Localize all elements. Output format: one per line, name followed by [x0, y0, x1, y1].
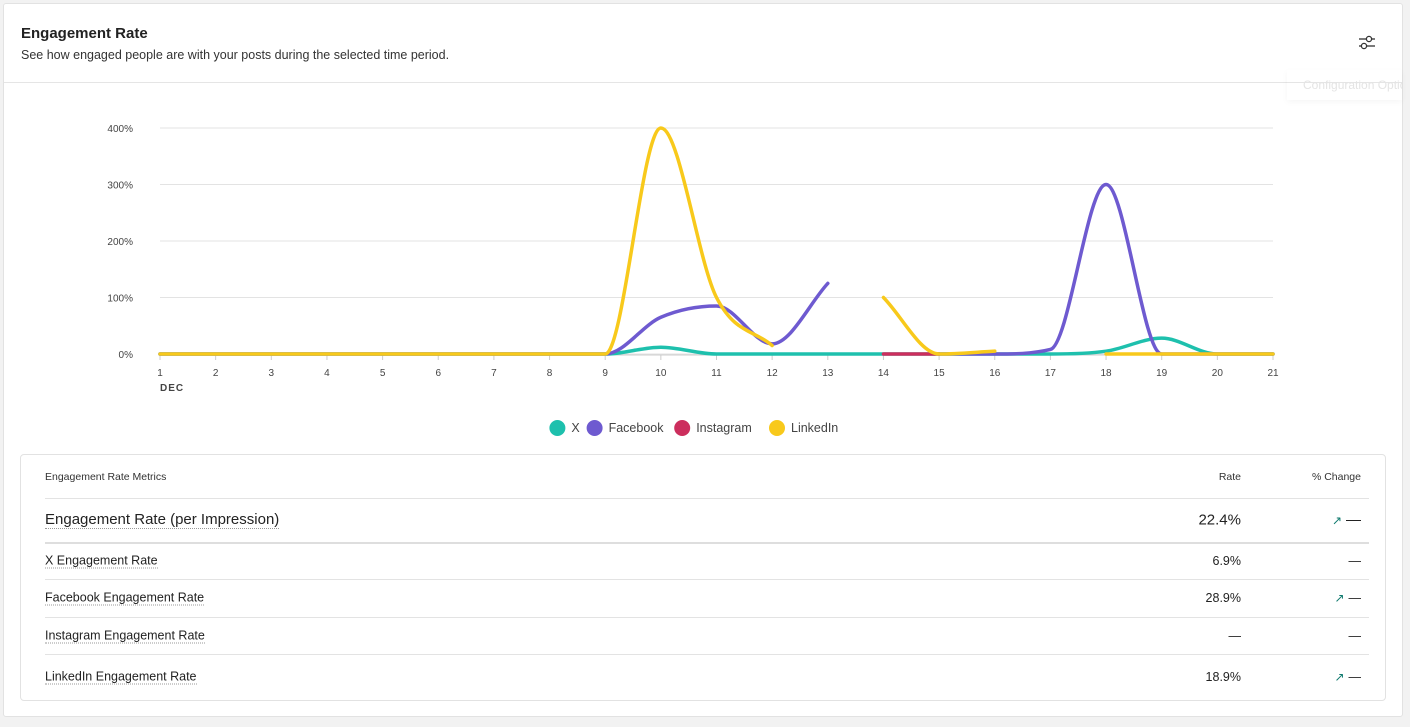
change-value: — — [1348, 628, 1362, 643]
config-button[interactable] — [1356, 32, 1378, 54]
column-header: % Change — [1311, 470, 1361, 483]
x-month-label: DEC — [160, 383, 184, 394]
series-line — [158, 182, 1275, 356]
metric-label: Instagram Engagement Rate — [45, 628, 205, 643]
x-tick-label: 14 — [878, 368, 890, 379]
legend-swatch — [549, 420, 566, 436]
legend-swatch — [586, 420, 603, 436]
y-tick-label: 0% — [119, 350, 134, 361]
table-row: Instagram Engagement Rate — — — [45, 617, 1369, 655]
metric-change: — — [1349, 629, 1362, 643]
x-tick-label: 13 — [822, 368, 834, 379]
legend-label: Facebook — [609, 421, 665, 435]
metric-label: Facebook Engagement Rate — [45, 590, 205, 606]
column-header: Rate — [1218, 470, 1241, 483]
metric-rate: 22.4% — [1198, 511, 1241, 529]
metric-rate: 6.9% — [1212, 553, 1242, 568]
x-tick-label: 21 — [1267, 368, 1279, 379]
x-tick-label: 12 — [767, 368, 779, 379]
series-line — [158, 336, 1275, 356]
change-value: — — [1348, 553, 1362, 568]
legend-item[interactable]: LinkedIn — [769, 420, 838, 436]
x-tick-label: 16 — [989, 368, 1001, 379]
metric-change: ↗ — — [1334, 591, 1361, 605]
x-tick-label: 17 — [1045, 368, 1057, 379]
series-line — [158, 126, 1275, 356]
x-tick-label: 9 — [602, 368, 608, 379]
metric-change: ↗ — — [1334, 670, 1361, 684]
x-tick-label: 6 — [435, 368, 441, 379]
column-header: Engagement Rate Metrics — [45, 470, 167, 483]
x-tick-label: 2 — [213, 368, 219, 379]
metric-label: Engagement Rate (per Impression) — [45, 511, 280, 529]
x-tick-label: 10 — [655, 368, 667, 379]
x-tick-label: 11 — [711, 368, 722, 379]
legend-label: X — [571, 421, 580, 435]
card-subtitle: See how engaged people are with your pos… — [21, 48, 450, 62]
table-row: LinkedIn Engagement Rate 18.9% ↗ — — [45, 654, 1369, 700]
x-tick-label: 8 — [547, 368, 553, 379]
trend-arrow: ↗ — [1334, 670, 1345, 684]
table-row: X Engagement Rate 6.9% — — [45, 542, 1369, 580]
metric-label: LinkedIn Engagement Rate — [45, 669, 197, 685]
x-tick-label: 5 — [380, 368, 386, 379]
metric-change: ↗ — — [1332, 512, 1361, 529]
metric-rate: — — [1228, 628, 1242, 643]
x-tick-label: 1 — [157, 368, 163, 379]
y-tick-label: 400% — [107, 124, 133, 135]
x-tick-label: 15 — [934, 368, 946, 379]
metric-change: — — [1349, 554, 1362, 568]
metrics-table: Engagement Rate Metrics Rate% Change Engag… — [20, 454, 1386, 701]
x-tick-label: 4 — [324, 368, 330, 379]
tooltip: Configuration Options — [1287, 70, 1402, 100]
chart: 0%100%200%300%400%1 2 3 4 5 6 7 8 9 10 11 12 13 14 15 1… — [107, 124, 1279, 436]
legend-label: LinkedIn — [791, 421, 838, 435]
x-tick-label: 20 — [1212, 368, 1224, 379]
divider — [4, 82, 1402, 83]
legend-swatch — [769, 420, 785, 436]
y-tick-label: 300% — [107, 181, 133, 192]
trend-arrow: ↗ — [1334, 591, 1345, 605]
x-tick-label: 7 — [491, 368, 497, 379]
table-header: Engagement Rate Metrics Rate % Change — [45, 455, 1369, 499]
x-tick-label: 3 — [269, 368, 275, 379]
y-tick-label: 100% — [107, 294, 133, 305]
change-value: — — [1346, 511, 1361, 529]
change-value: — — [1348, 591, 1362, 605]
x-tick-label: 18 — [1100, 368, 1112, 379]
legend-item[interactable]: Facebook — [586, 420, 665, 436]
trend-arrow: ↗ — [1331, 513, 1342, 528]
y-tick-label: 200% — [107, 237, 133, 248]
legend-label: Instagram — [696, 421, 752, 435]
metric-label: X Engagement Rate — [45, 553, 158, 568]
metric-rate: 28.9% — [1205, 591, 1241, 605]
legend-item[interactable]: Instagram — [674, 420, 752, 436]
table-row: Engagement Rate (per Impression) 22.4% ↗ — — [45, 498, 1369, 544]
metric-rate: 18.9% — [1205, 670, 1241, 684]
card-title: Engagement Rate — [21, 25, 148, 42]
legend-item[interactable]: X — [549, 420, 580, 436]
x-tick-label: 19 — [1156, 368, 1168, 379]
change-value: — — [1348, 670, 1362, 684]
table-row: Facebook Engagement Rate 28.9% ↗ — — [45, 579, 1369, 618]
legend-swatch — [674, 420, 691, 436]
